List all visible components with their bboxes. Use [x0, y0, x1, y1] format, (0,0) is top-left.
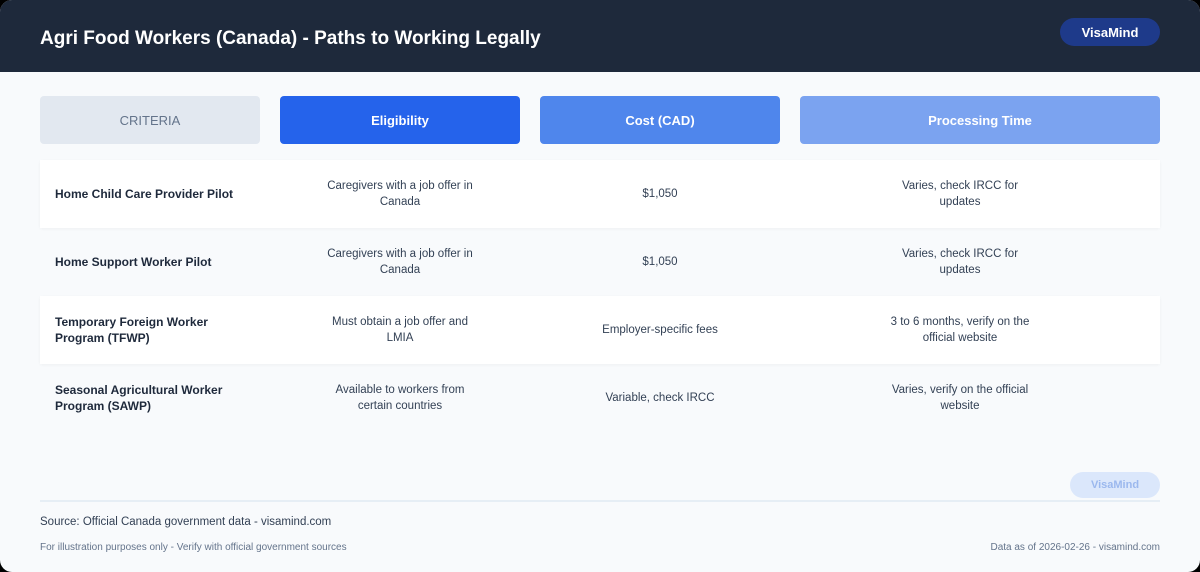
row-processing-time: Varies, check IRCC for updates: [901, 248, 1019, 276]
row-processing-time: 3 to 6 months, verify on the official we…: [890, 316, 1030, 344]
row-name: Seasonal Agricultural Worker Program (SA…: [55, 383, 223, 413]
page-title: Agri Food Workers (Canada) - Paths to Wo…: [40, 28, 541, 49]
row-processing-time: Varies, check IRCC for updates: [901, 180, 1019, 208]
brand-badge: VisaMind: [1060, 18, 1160, 46]
row-cost: Employer-specific fees: [602, 324, 718, 336]
header-cost: Cost (CAD): [540, 96, 780, 144]
table-row: Seasonal Agricultural Worker Program (SA…: [40, 364, 1160, 432]
row-name: Home Child Care Provider Pilot: [55, 187, 234, 201]
row-name: Home Support Worker Pilot: [55, 255, 212, 269]
column-headers: CRITERIA Eligibility Cost (CAD) Processi…: [40, 96, 1160, 144]
divider: [40, 500, 1160, 502]
table-row: Home Support Worker Pilot Caregivers wit…: [40, 228, 1160, 296]
header-eligibility: Eligibility: [280, 96, 520, 144]
row-processing-time: Varies, verify on the official website: [891, 384, 1029, 412]
row-eligibility: Caregivers with a job offer in Canada: [327, 180, 473, 208]
disclaimer-text: For illustration purposes only - Verify …: [40, 542, 347, 553]
date-text: Data as of 2026-02-26 - visamind.com: [990, 542, 1160, 553]
row-eligibility: Caregivers with a job offer in Canada: [327, 248, 473, 276]
source-text: Source: Official Canada government data …: [40, 516, 332, 528]
row-eligibility: Must obtain a job offer and LMIA: [332, 316, 468, 344]
row-cost: Variable, check IRCC: [605, 392, 715, 404]
row-eligibility: Available to workers from certain countr…: [335, 384, 465, 412]
watermark-badge: VisaMind: [1070, 472, 1160, 498]
table-row: Home Child Care Provider Pilot Caregiver…: [40, 160, 1160, 228]
header-processing-time: Processing Time: [800, 96, 1160, 144]
header: Agri Food Workers (Canada) - Paths to Wo…: [0, 0, 1200, 72]
row-name: Temporary Foreign Worker Program (TFWP): [55, 315, 208, 345]
row-cost: $1,050: [642, 188, 678, 200]
header-criteria: CRITERIA: [40, 96, 260, 144]
row-cost: $1,050: [642, 256, 678, 268]
table-row: Temporary Foreign Worker Program (TFWP) …: [40, 296, 1160, 364]
